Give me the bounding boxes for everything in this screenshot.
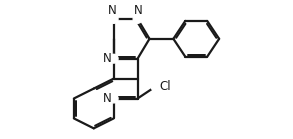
Circle shape — [133, 15, 142, 23]
Circle shape — [151, 82, 160, 91]
Circle shape — [109, 15, 118, 23]
Text: N: N — [134, 3, 143, 17]
Text: N: N — [103, 92, 111, 105]
Text: Cl: Cl — [159, 80, 171, 93]
Text: N: N — [108, 3, 117, 17]
Text: N: N — [103, 52, 111, 65]
Circle shape — [109, 94, 118, 103]
Circle shape — [109, 54, 118, 63]
